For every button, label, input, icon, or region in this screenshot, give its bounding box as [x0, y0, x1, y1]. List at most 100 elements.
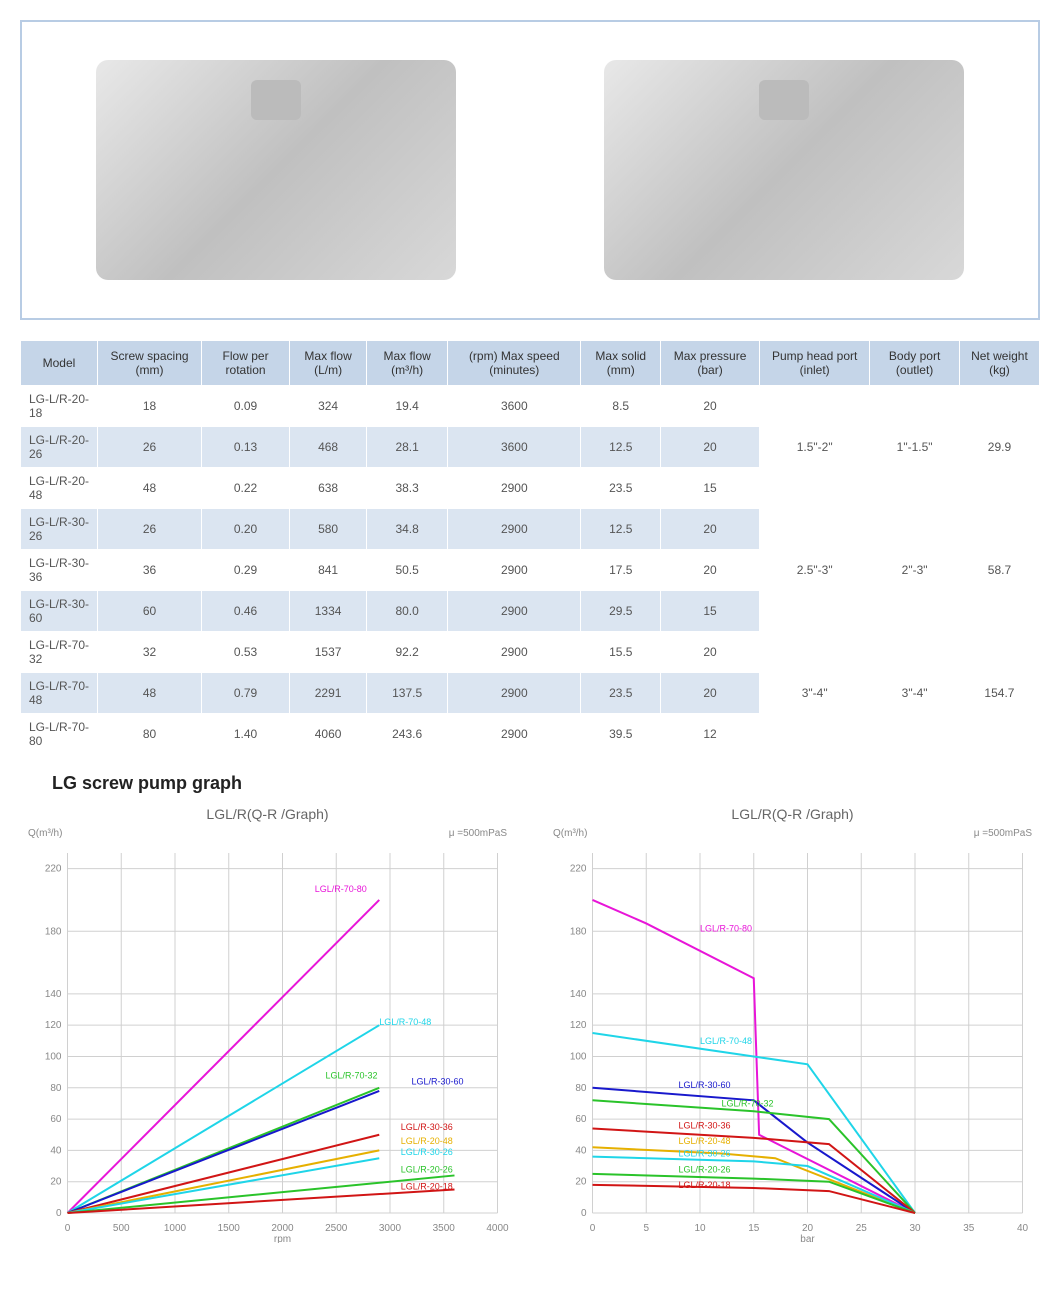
svg-text:3000: 3000: [379, 1223, 402, 1234]
svg-text:LGL/R-20-26: LGL/R-20-26: [679, 1164, 731, 1174]
table-header-cell: Screw spacing (mm): [97, 341, 201, 386]
table-cell-weight: 29.9: [959, 386, 1039, 509]
table-cell: 80.0: [367, 591, 448, 632]
table-cell: 39.5: [581, 714, 661, 755]
svg-text:10: 10: [694, 1223, 706, 1234]
table-cell: 0.79: [202, 673, 290, 714]
table-cell: 80: [97, 714, 201, 755]
svg-text:20: 20: [575, 1177, 587, 1188]
table-cell: 580: [290, 509, 367, 550]
table-cell: LG-L/R-70-32: [21, 632, 98, 673]
svg-text:220: 220: [45, 864, 62, 875]
chart-left-ylabel: Q(m³/h): [28, 828, 62, 839]
table-cell: 20: [661, 509, 760, 550]
svg-text:140: 140: [570, 989, 587, 1000]
svg-text:80: 80: [50, 1083, 62, 1094]
table-row: LG-L/R-70-32320.53153792.2290015.5203"-4…: [21, 632, 1040, 673]
table-cell: 0.53: [202, 632, 290, 673]
table-header-cell: Max flow (L/m): [290, 341, 367, 386]
svg-text:LGL/R-70-32: LGL/R-70-32: [326, 1070, 378, 1080]
table-header-cell: Pump head port (inlet): [760, 341, 870, 386]
svg-text:140: 140: [45, 989, 62, 1000]
chart-left-note: μ =500mPaS: [449, 828, 507, 839]
svg-text:40: 40: [50, 1145, 62, 1156]
svg-text:0: 0: [56, 1208, 62, 1219]
svg-text:LGL/R-30-26: LGL/R-30-26: [679, 1149, 731, 1159]
table-cell: 26: [97, 427, 201, 468]
table-cell-weight: 154.7: [959, 632, 1039, 755]
table-cell: 638: [290, 468, 367, 509]
svg-text:LGL/R-20-26: LGL/R-20-26: [401, 1164, 453, 1174]
table-cell: LG-L/R-30-60: [21, 591, 98, 632]
svg-text:25: 25: [856, 1223, 868, 1234]
table-cell: 15: [661, 468, 760, 509]
chart-left: LGL/R(Q-R /Graph) Q(m³/h) μ =500mPaS 050…: [20, 806, 515, 1248]
table-cell: 0.29: [202, 550, 290, 591]
svg-text:LGL/R-70-48: LGL/R-70-48: [379, 1017, 431, 1027]
table-cell: 20: [661, 427, 760, 468]
svg-text:120: 120: [45, 1020, 62, 1031]
svg-text:LGL/R-20-48: LGL/R-20-48: [401, 1136, 453, 1146]
table-header-cell: (rpm) Max speed (minutes): [448, 341, 581, 386]
table-cell: 0.20: [202, 509, 290, 550]
table-cell: 50.5: [367, 550, 448, 591]
table-cell: 12.5: [581, 427, 661, 468]
table-cell: 468: [290, 427, 367, 468]
table-cell-inlet: 3"-4": [760, 632, 870, 755]
chart-left-svg: 0500100015002000250030003500400002040608…: [20, 843, 515, 1243]
table-cell: 2900: [448, 468, 581, 509]
table-header-cell: Flow per rotation: [202, 341, 290, 386]
table-cell: LG-L/R-20-18: [21, 386, 98, 427]
table-header-cell: Max pressure (bar): [661, 341, 760, 386]
graph-section-title: LG screw pump graph: [52, 773, 1040, 794]
chart-right-note: μ =500mPaS: [974, 828, 1032, 839]
chart-right-title: LGL/R(Q-R /Graph): [545, 806, 1040, 822]
spec-table: ModelScrew spacing (mm)Flow per rotation…: [20, 340, 1040, 755]
table-cell-outlet: 1"-1.5": [870, 386, 960, 509]
table-cell: 2900: [448, 591, 581, 632]
table-cell: 15.5: [581, 632, 661, 673]
table-cell-outlet: 3"-4": [870, 632, 960, 755]
table-cell: 8.5: [581, 386, 661, 427]
svg-text:60: 60: [575, 1114, 587, 1125]
svg-text:LGL/R-30-36: LGL/R-30-36: [401, 1122, 453, 1132]
table-cell-inlet: 2.5"-3": [760, 509, 870, 632]
svg-text:15: 15: [748, 1223, 760, 1234]
table-cell: 137.5: [367, 673, 448, 714]
svg-text:60: 60: [50, 1114, 62, 1125]
table-cell: 0.09: [202, 386, 290, 427]
table-cell-outlet: 2"-3": [870, 509, 960, 632]
svg-text:1000: 1000: [164, 1223, 187, 1234]
svg-text:LGL/R-20-18: LGL/R-20-18: [679, 1180, 731, 1190]
table-cell: 1.40: [202, 714, 290, 755]
svg-text:180: 180: [45, 926, 62, 937]
table-cell: 34.8: [367, 509, 448, 550]
table-cell: 20: [661, 550, 760, 591]
table-cell: 26: [97, 509, 201, 550]
table-cell: 1537: [290, 632, 367, 673]
table-row: LG-L/R-30-26260.2058034.8290012.5202.5"-…: [21, 509, 1040, 550]
svg-text:LGL/R-30-26: LGL/R-30-26: [401, 1147, 453, 1157]
table-cell: 324: [290, 386, 367, 427]
svg-text:LGL/R-70-80: LGL/R-70-80: [700, 923, 752, 933]
svg-text:LGL/R-70-32: LGL/R-70-32: [722, 1099, 774, 1109]
svg-text:0: 0: [590, 1223, 596, 1234]
product-image-frame: [20, 20, 1040, 320]
table-row: LG-L/R-20-18180.0932419.436008.5201.5"-2…: [21, 386, 1040, 427]
spec-table-head: ModelScrew spacing (mm)Flow per rotation…: [21, 341, 1040, 386]
series-LGL/R-30-36: [68, 1135, 380, 1213]
svg-text:100: 100: [45, 1051, 62, 1062]
table-cell: LG-L/R-20-48: [21, 468, 98, 509]
table-cell: 841: [290, 550, 367, 591]
svg-text:30: 30: [909, 1223, 921, 1234]
chart-right-svg: 0510152025303540020406080100120140180220…: [545, 843, 1040, 1243]
svg-text:40: 40: [575, 1145, 587, 1156]
table-cell: LG-L/R-30-26: [21, 509, 98, 550]
table-cell: 20: [661, 386, 760, 427]
pump-photo-left: [96, 60, 456, 280]
table-cell: 38.3: [367, 468, 448, 509]
table-cell: 12: [661, 714, 760, 755]
table-cell: 48: [97, 468, 201, 509]
table-cell: LG-L/R-70-48: [21, 673, 98, 714]
table-cell: 60: [97, 591, 201, 632]
